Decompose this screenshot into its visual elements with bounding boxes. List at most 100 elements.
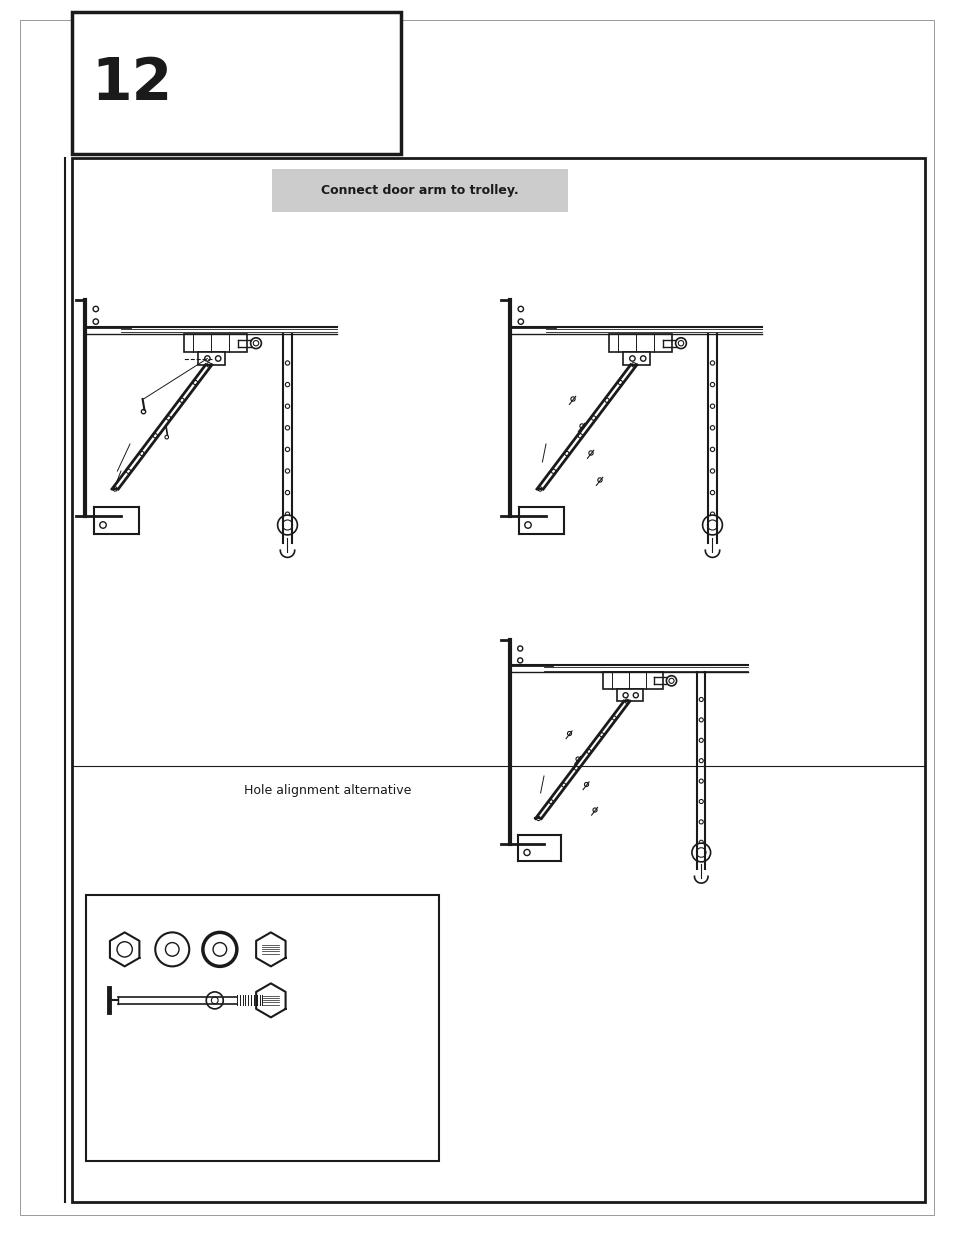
Circle shape [551,469,555,473]
Circle shape [285,447,290,452]
Circle shape [701,515,721,535]
Circle shape [579,424,583,429]
Circle shape [624,699,628,703]
Circle shape [710,361,714,366]
Circle shape [285,383,290,387]
Circle shape [285,490,290,495]
Circle shape [666,676,676,685]
Circle shape [126,469,131,473]
Circle shape [212,997,218,1004]
Circle shape [699,820,702,824]
Circle shape [631,363,636,367]
Circle shape [180,398,184,403]
Circle shape [564,451,568,456]
Circle shape [523,850,530,856]
Circle shape [155,932,189,966]
Text: 12: 12 [91,54,172,112]
Polygon shape [255,932,285,966]
Circle shape [165,942,179,956]
Circle shape [699,799,702,804]
Bar [198,352,225,364]
Circle shape [593,808,597,813]
Circle shape [691,844,710,862]
Circle shape [574,766,578,771]
Circle shape [549,800,553,804]
Circle shape [604,398,609,403]
Circle shape [203,932,236,966]
Circle shape [586,750,591,753]
Circle shape [524,521,531,529]
Circle shape [639,356,645,361]
Bar [608,335,671,352]
Circle shape [207,363,211,367]
Circle shape [141,410,146,414]
Circle shape [285,361,290,366]
Circle shape [710,447,714,452]
Circle shape [675,338,685,348]
Circle shape [561,783,565,787]
Circle shape [622,693,627,698]
Circle shape [285,404,290,409]
Circle shape [93,306,98,311]
Circle shape [277,515,297,535]
Circle shape [699,718,702,722]
Bar [86,895,438,1161]
Bar [71,12,400,154]
Circle shape [668,678,674,683]
Circle shape [629,356,635,361]
Circle shape [699,779,702,783]
Circle shape [517,658,522,663]
Circle shape [576,757,579,761]
Circle shape [710,490,714,495]
Text: Hole alignment alternative: Hole alignment alternative [244,784,411,797]
Circle shape [285,426,290,430]
Circle shape [112,487,117,492]
Circle shape [699,698,702,701]
Polygon shape [255,983,285,1018]
Circle shape [253,341,258,346]
Circle shape [282,520,293,530]
Circle shape [584,783,588,787]
Bar [184,335,247,352]
Circle shape [707,520,717,530]
Circle shape [710,404,714,409]
Circle shape [285,513,290,516]
Circle shape [678,341,683,346]
Circle shape [213,942,227,956]
Circle shape [612,716,616,720]
Circle shape [93,319,98,325]
Circle shape [618,380,622,385]
Circle shape [139,451,144,456]
Circle shape [633,693,638,698]
Circle shape [285,469,290,473]
Circle shape [710,426,714,430]
Circle shape [167,416,171,420]
Circle shape [536,816,540,820]
Circle shape [517,319,523,325]
Circle shape [710,469,714,473]
Bar [603,672,662,689]
Circle shape [591,416,596,420]
Bar [617,689,642,701]
Circle shape [206,992,223,1009]
Circle shape [570,396,575,401]
Circle shape [598,478,601,482]
Circle shape [517,306,523,311]
Circle shape [699,758,702,763]
Circle shape [710,513,714,516]
Circle shape [578,433,582,438]
Circle shape [517,646,522,651]
Bar [272,169,567,212]
Circle shape [251,338,261,348]
Circle shape [588,451,593,456]
Circle shape [215,356,221,361]
Circle shape [699,840,702,845]
Circle shape [117,942,132,957]
Bar [622,352,650,364]
Text: Connect door arm to trolley.: Connect door arm to trolley. [320,184,518,198]
Circle shape [598,732,603,737]
Circle shape [699,739,702,742]
Circle shape [710,383,714,387]
Circle shape [165,436,169,438]
Circle shape [193,380,197,385]
